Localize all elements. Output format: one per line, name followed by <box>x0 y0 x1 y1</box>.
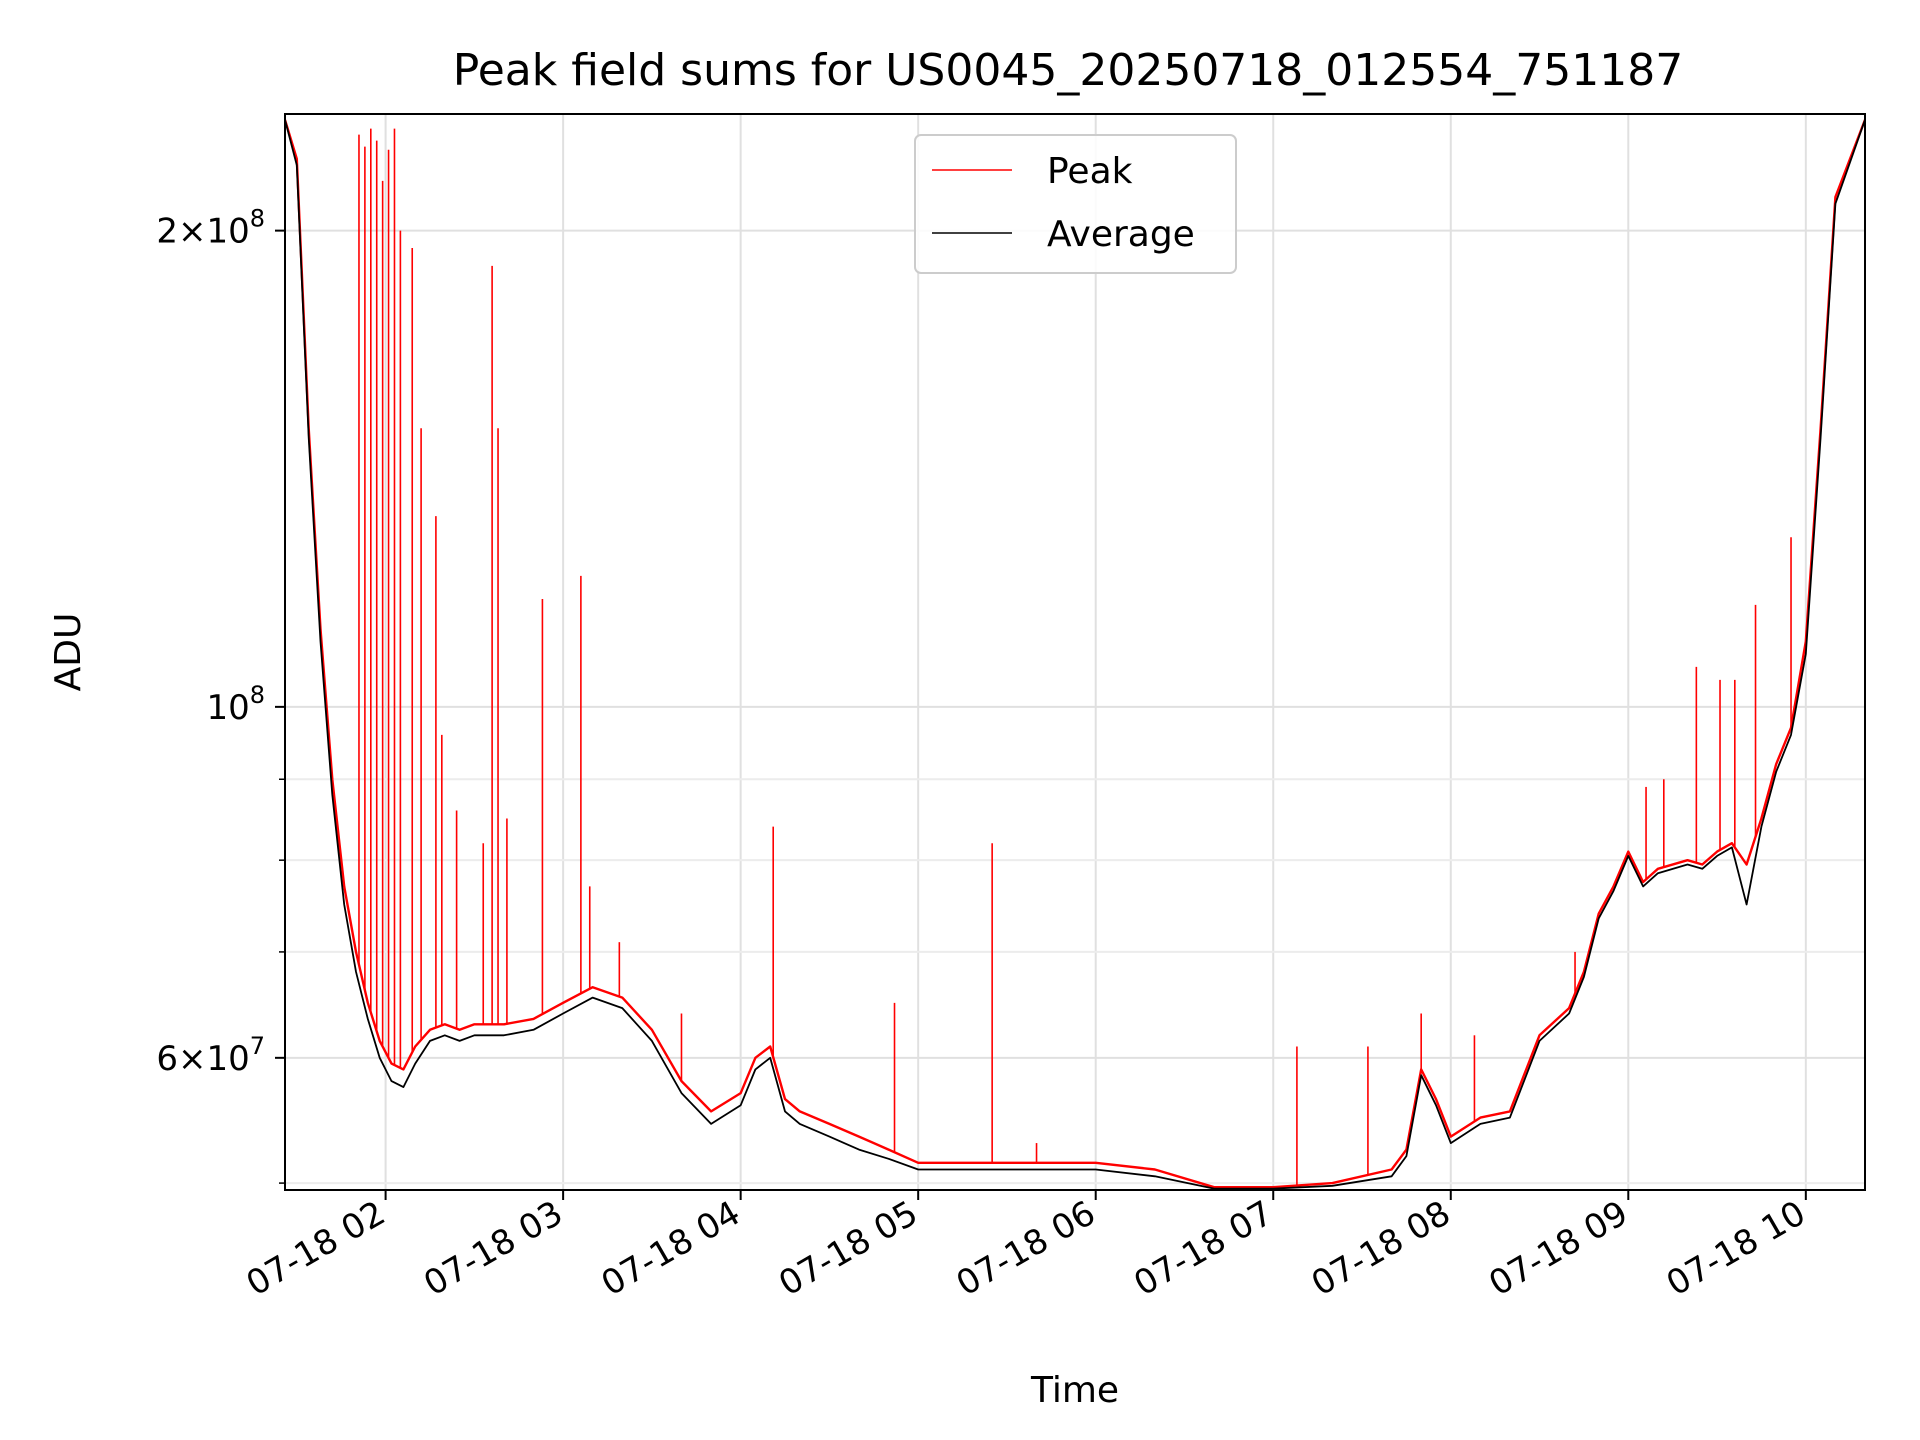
y-tick-label: 6×107 <box>156 1032 265 1079</box>
chart-title: Peak field sums for US0045_20250718_0125… <box>453 45 1683 96</box>
legend-average-label: Average <box>1047 214 1195 255</box>
series-layer <box>285 119 1865 1190</box>
grid <box>285 114 1865 1190</box>
y-tick-label: 108 <box>206 681 265 728</box>
series-line-average <box>285 119 1865 1190</box>
x-axis-label: Time <box>1030 1370 1119 1411</box>
y-axis-label: ADU <box>48 613 89 692</box>
plot-frame <box>284 113 1866 1191</box>
legend: Peak Average <box>914 134 1237 274</box>
legend-peak-label: Peak <box>1047 151 1133 192</box>
y-tick-label: 2×108 <box>156 205 265 252</box>
series-line-peak <box>285 119 1865 1189</box>
